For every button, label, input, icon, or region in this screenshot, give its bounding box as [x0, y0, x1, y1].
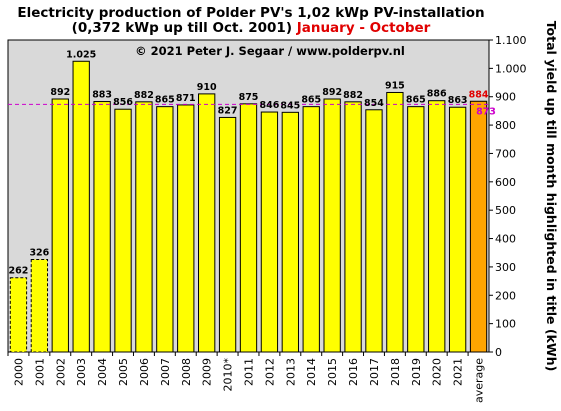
y-tick-label: 300 — [495, 261, 516, 274]
value-label-2011: 875 — [239, 92, 259, 103]
value-label-2006: 882 — [134, 90, 154, 101]
bar-2000 — [9, 277, 28, 353]
bar-2005 — [114, 108, 132, 353]
bar-2014 — [302, 106, 320, 353]
x-tick-label-2014: 2014 — [305, 358, 318, 386]
x-tick-label-2009: 2009 — [201, 358, 214, 386]
y-tick-label: 0 — [495, 346, 502, 359]
value-label-2003: 1.025 — [66, 49, 96, 60]
bar-2008 — [177, 104, 195, 353]
x-tick-label-2004: 2004 — [96, 358, 109, 386]
x-tick-label-2003: 2003 — [75, 358, 88, 386]
bar-series — [9, 60, 488, 353]
x-tick-label-2005: 2005 — [117, 358, 130, 386]
x-tick-label-2019: 2019 — [410, 358, 423, 386]
bar-2010-star — [218, 116, 237, 353]
reference-line-group: 873 — [8, 103, 496, 117]
y-tick-label: 1.100 — [495, 34, 527, 47]
bar-2019 — [407, 106, 425, 353]
value-label-2004: 883 — [92, 90, 112, 101]
y-tick-label: 900 — [495, 91, 516, 104]
value-label-2000: 262 — [9, 266, 29, 277]
value-label-2013: 845 — [280, 100, 300, 111]
y-axis: 0 100 200 300 400 500 600 700 800 900 1.000 1.100 — [489, 34, 527, 359]
value-label-2001: 326 — [29, 248, 49, 259]
y-tick-label: 800 — [495, 119, 516, 132]
value-label-2015: 892 — [322, 87, 342, 98]
y-tick-label: 100 — [495, 318, 516, 331]
x-tick-label-2007: 2007 — [159, 358, 172, 386]
bar-2002 — [51, 98, 69, 353]
y-tick-label: 500 — [495, 204, 516, 217]
y-tick-label: 700 — [495, 147, 516, 160]
y-axis-label: Total yield up till month highlighted in… — [544, 21, 559, 372]
value-label-2010-star: 827 — [218, 105, 238, 116]
x-tick-label-2010-star: 2010* — [222, 358, 235, 392]
x-tick-label-2013: 2013 — [284, 358, 297, 386]
value-label-2005: 856 — [113, 97, 133, 108]
x-tick-label-2006: 2006 — [138, 358, 151, 386]
value-label-2019: 865 — [406, 95, 426, 106]
value-label-2017: 854 — [364, 98, 384, 109]
y-tick-label: 200 — [495, 289, 516, 302]
x-tick-label-2020: 2020 — [431, 358, 444, 386]
x-tick-label-2018: 2018 — [389, 358, 402, 386]
bar-2018 — [386, 91, 404, 353]
chart-title-line2: (0,372 kWp up till Oct. 2001) January - … — [72, 20, 431, 36]
bar-2015 — [323, 98, 341, 353]
x-tick-label-2015: 2015 — [326, 358, 339, 386]
bar-2021 — [448, 106, 467, 353]
y-tick-label: 600 — [495, 176, 516, 189]
average-reference-label: 873 — [476, 106, 496, 117]
bar-2017 — [365, 109, 383, 353]
bar-2007 — [156, 106, 174, 353]
bar-2006 — [135, 101, 153, 353]
value-label-2007: 865 — [155, 95, 175, 106]
chart-title-line1: Electricity production of Polder PV's 1,… — [17, 5, 484, 21]
x-tick-label-2021: 2021 — [452, 358, 465, 386]
bar-2016 — [344, 101, 362, 353]
value-label-2021: 863 — [448, 95, 468, 106]
bar-2012 — [260, 111, 279, 353]
bar-2001 — [30, 259, 49, 353]
value-label-2014: 865 — [301, 95, 321, 106]
value-label-2008: 871 — [176, 93, 196, 104]
bar-2009 — [198, 93, 216, 353]
x-tick-label-2016: 2016 — [347, 358, 360, 386]
bar-2004 — [93, 101, 111, 353]
bar-2011 — [239, 103, 258, 353]
y-tick-label: 1.000 — [495, 62, 527, 75]
x-tick-label-2017: 2017 — [368, 358, 381, 386]
bar-2020 — [428, 100, 446, 353]
value-label-2012: 846 — [259, 100, 279, 111]
bar-2003 — [72, 60, 90, 353]
value-label-2009: 910 — [197, 82, 217, 93]
x-axis: 2000 2001 2002 2003 2004 2005 2006 2007 2008 2009… — [7, 352, 486, 403]
value-label-2018: 915 — [385, 80, 405, 91]
x-tick-label-2002: 2002 — [54, 358, 67, 386]
chart-title-line2-red: January - October — [296, 20, 431, 36]
bar-2013 — [281, 111, 299, 353]
value-label-2020: 886 — [427, 89, 447, 100]
value-label-2002: 892 — [50, 87, 70, 98]
value-label-2016: 882 — [343, 90, 363, 101]
value-label-average: 884 — [469, 89, 489, 100]
x-tick-label-2008: 2008 — [180, 358, 193, 386]
x-tick-label-2011: 2011 — [243, 358, 256, 386]
x-tick-label-2012: 2012 — [263, 358, 276, 386]
chart-title-line2-black: (0,372 kWp up till Oct. 2001) — [72, 20, 297, 36]
x-tick-label-2000: 2000 — [12, 358, 25, 386]
bar-average — [469, 100, 488, 353]
x-tick-label-2001: 2001 — [33, 358, 46, 386]
copyright-notice: © 2021 Peter J. Segaar / www.polderpv.nl — [135, 44, 405, 58]
y-tick-label: 400 — [495, 233, 516, 246]
x-tick-label-average: average — [473, 358, 486, 403]
